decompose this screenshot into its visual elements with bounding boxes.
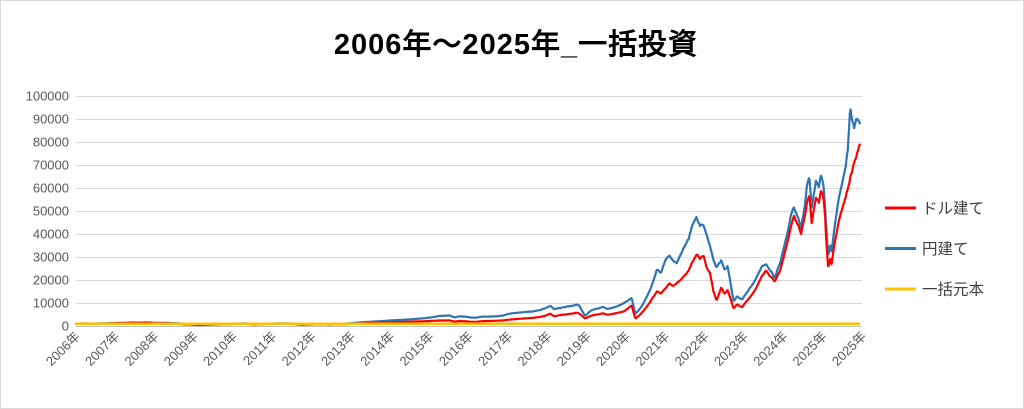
y-tick-label: 90000 bbox=[33, 112, 69, 127]
x-tick: 2011年 bbox=[240, 329, 280, 369]
x-tick-label: 2012年 bbox=[279, 329, 319, 369]
x-tick-label: 2016年 bbox=[436, 329, 476, 369]
x-tick: 2016年 bbox=[436, 329, 476, 369]
legend-label-yen: 円建て bbox=[922, 240, 969, 258]
x-tick-label: 2019年 bbox=[554, 329, 594, 369]
y-tick-label: 60000 bbox=[33, 181, 69, 196]
legend-label-dollar: ドル建て bbox=[922, 200, 984, 218]
x-tick: 2020年 bbox=[593, 329, 633, 369]
x-tick-label: 2018年 bbox=[514, 329, 554, 369]
x-tick: 2025年 bbox=[829, 329, 869, 369]
x-tick: 2009年 bbox=[161, 329, 201, 369]
x-tick: 2008年 bbox=[121, 329, 161, 369]
y-tick-label: 30000 bbox=[33, 250, 69, 265]
y-tick-label: 10000 bbox=[33, 296, 69, 311]
x-tick: 2006年 bbox=[43, 329, 83, 369]
x-tick: 2018年 bbox=[514, 329, 554, 369]
x-tick-label: 2007年 bbox=[82, 329, 122, 369]
x-tick: 2010年 bbox=[200, 329, 240, 369]
x-tick-label: 2010年 bbox=[200, 329, 240, 369]
x-tick-label: 2008年 bbox=[121, 329, 161, 369]
x-tick-label: 2025年 bbox=[790, 329, 830, 369]
y-axis-tick-labels: 0 10000 20000 30000 40000 50000 60000 70000 8000… bbox=[26, 89, 69, 334]
x-tick-label: 2014年 bbox=[357, 329, 397, 369]
legend-label-principal: 一括元本 bbox=[922, 281, 984, 299]
series-line-yen bbox=[74, 108, 861, 326]
x-tick: 2024年 bbox=[750, 329, 790, 369]
x-tick: 2021年 bbox=[632, 329, 672, 369]
y-tick-label: 50000 bbox=[33, 204, 69, 219]
x-tick-label: 2009年 bbox=[161, 329, 201, 369]
x-tick-label: 2022年 bbox=[672, 329, 712, 369]
y-tick-label: 40000 bbox=[33, 227, 69, 242]
x-tick: 2025年 bbox=[790, 329, 830, 369]
x-tick: 2012年 bbox=[279, 329, 319, 369]
x-tick: 2013年 bbox=[318, 329, 358, 369]
x-tick-label: 2017年 bbox=[475, 329, 515, 369]
legend-item-principal: 一括元本 bbox=[885, 281, 984, 299]
x-tick: 2015年 bbox=[397, 329, 437, 369]
x-tick: 2017年 bbox=[475, 329, 515, 369]
x-tick-label: 2025年 bbox=[829, 329, 869, 369]
y-tick-label: 70000 bbox=[33, 158, 69, 173]
x-tick-label: 2021年 bbox=[632, 329, 672, 369]
x-tick: 2019年 bbox=[554, 329, 594, 369]
x-tick-label: 2013年 bbox=[318, 329, 358, 369]
x-tick-label: 2011年 bbox=[240, 329, 280, 369]
y-tick-label: 20000 bbox=[33, 273, 69, 288]
x-tick-label: 2006年 bbox=[43, 329, 83, 369]
gridlines bbox=[76, 96, 862, 327]
x-tick-label: 2024年 bbox=[750, 329, 790, 369]
legend-item-yen: 円建て bbox=[885, 240, 969, 258]
x-tick: 2022年 bbox=[672, 329, 712, 369]
y-tick-label: 100000 bbox=[26, 89, 69, 104]
chart-title: 2006年～2025年_一括投資 bbox=[333, 29, 699, 61]
x-tick: 2023年 bbox=[711, 329, 751, 369]
y-tick-label: 80000 bbox=[33, 135, 69, 150]
x-tick-label: 2015年 bbox=[397, 329, 437, 369]
legend-item-dollar: ドル建て bbox=[885, 200, 984, 218]
y-tick-label: 0 bbox=[62, 319, 69, 334]
x-tick: 2014年 bbox=[357, 329, 397, 369]
x-axis-tick-labels: 2006年 2007年 2008年 2009年 2010年 2011年 2012年 2013年… bbox=[43, 329, 869, 369]
x-tick-label: 2023年 bbox=[711, 329, 751, 369]
x-tick-label: 2020年 bbox=[593, 329, 633, 369]
x-tick: 2007年 bbox=[82, 329, 122, 369]
